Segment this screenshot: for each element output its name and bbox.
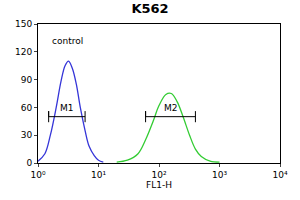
svg-text:120: 120	[15, 47, 32, 57]
svg-text:0: 0	[26, 158, 32, 168]
svg-text:150: 150	[15, 19, 32, 29]
svg-text:M1: M1	[60, 103, 74, 113]
svg-text:10⁴: 10⁴	[272, 170, 287, 180]
svg-text:60: 60	[21, 103, 33, 113]
svg-text:10²: 10²	[151, 170, 166, 180]
svg-text:control: control	[52, 36, 83, 46]
svg-text:90: 90	[21, 75, 33, 85]
svg-text:M2: M2	[164, 103, 178, 113]
svg-text:10⁰: 10⁰	[30, 170, 45, 180]
svg-text:10³: 10³	[212, 170, 227, 180]
svg-text:FL1-H: FL1-H	[146, 180, 172, 190]
svg-text:30: 30	[21, 130, 33, 140]
svg-text:K562: K562	[131, 1, 168, 16]
svg-text:10¹: 10¹	[91, 170, 106, 180]
